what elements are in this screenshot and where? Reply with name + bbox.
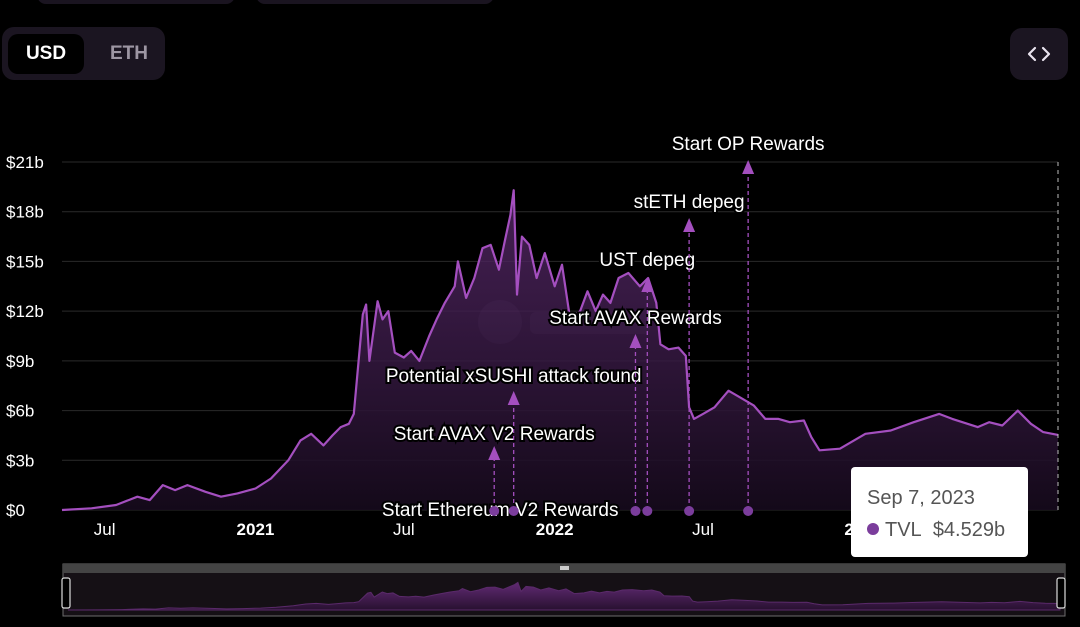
- currency-option-eth[interactable]: ETH: [110, 43, 148, 64]
- y-tick-label: $12b: [6, 302, 44, 321]
- annotation-label: UST depeg: [599, 250, 695, 271]
- annotation-label: stETH depeg: [634, 192, 745, 213]
- y-tick-label: $0: [6, 501, 25, 520]
- currency-option-usd[interactable]: USD: [8, 34, 84, 74]
- annotation-arrow: [507, 391, 520, 405]
- tooltip-series-name: TVL: [885, 519, 922, 541]
- y-tick-label: $21b: [6, 153, 44, 172]
- tvl-area-fill: [62, 190, 1058, 510]
- brush-handle: [61, 577, 71, 609]
- annotation-arrow: [629, 334, 642, 348]
- x-axis: Jul2021Jul2022Jul20: [94, 520, 864, 539]
- annotation-label: Start OP Rewards: [672, 134, 825, 155]
- annotation-marker: [630, 506, 641, 516]
- x-tick-label: Jul: [692, 520, 714, 539]
- code-brackets-icon: [1027, 46, 1051, 62]
- embed-button[interactable]: [1010, 28, 1068, 80]
- x-tick-label: Jul: [393, 520, 415, 539]
- annotation-label: Start AVAX Rewards: [549, 308, 721, 329]
- top-control-left[interactable]: [37, 0, 235, 4]
- annotation-arrow: [641, 278, 654, 292]
- annotation-label: Start Ethereum V2 Rewards: [382, 500, 619, 521]
- annotation-arrow: [488, 446, 501, 460]
- annotation-marker: [489, 506, 500, 516]
- brush-area: [67, 581, 1061, 611]
- x-tick-label: Jul: [94, 520, 116, 539]
- event-annotations: Start Ethereum V2 Rewards Start AVAX V2 R…: [380, 132, 827, 523]
- tooltip-date: Sep 7, 2023: [867, 487, 975, 509]
- currency-toggle: USD ETH: [2, 27, 165, 80]
- y-tick-label: $18b: [6, 203, 44, 222]
- tooltip-series-dot: [867, 523, 879, 535]
- annotation-marker: [508, 506, 519, 516]
- y-axis: $0 $3b $6b $9b $12b $15b $18b $21b: [6, 153, 44, 520]
- range-brush[interactable]: [61, 563, 1066, 617]
- y-tick-label: $3b: [6, 451, 34, 470]
- tvl-line: [61, 189, 1059, 512]
- top-control-right[interactable]: [256, 0, 494, 4]
- x-tick-label: 2022: [536, 520, 574, 539]
- annotation-marker: [642, 506, 653, 516]
- annotation-label: Potential xSUSHI attack found: [386, 366, 642, 387]
- annotation-label: Start AVAX V2 Rewards: [394, 424, 595, 445]
- chart-tooltip: Sep 7, 2023 TVL $4.529b: [851, 467, 1028, 557]
- annotation-marker: [743, 506, 754, 516]
- annotation-arrow: [683, 218, 696, 232]
- y-tick-label: $6b: [6, 402, 34, 421]
- annotation-marker: [684, 506, 695, 516]
- brush-handle: [1056, 577, 1066, 609]
- y-tick-label: $15b: [6, 252, 44, 271]
- x-tick-label: 2021: [237, 520, 275, 539]
- annotation-arrow: [742, 160, 755, 174]
- tvl-series: [61, 162, 1059, 512]
- y-tick-label: $9b: [6, 352, 34, 371]
- tooltip-value: $4.529b: [932, 519, 1006, 541]
- brush-grip-icon: [560, 566, 569, 570]
- tooltip-row: TVL $4.529b: [867, 519, 1005, 542]
